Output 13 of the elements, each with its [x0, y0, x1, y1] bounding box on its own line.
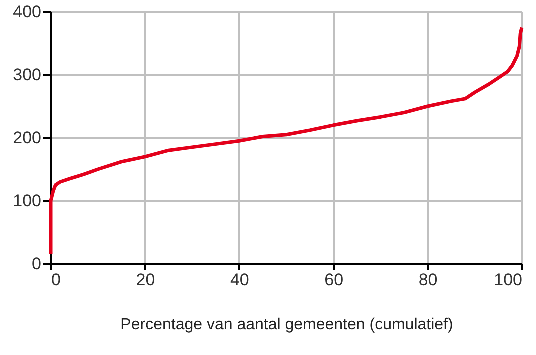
y-tick-label: 400	[13, 2, 42, 22]
y-tick-label: 100	[13, 192, 42, 210]
x-tick-label: 100	[494, 270, 522, 290]
x-tick-label: 60	[324, 270, 344, 290]
x-axis-title: Percentage van aantal gemeenten (cumulatief)	[120, 316, 454, 334]
y-tick-label: 200	[13, 128, 42, 148]
x-tick-label: 80	[418, 270, 438, 290]
x-tick-label: 20	[136, 270, 156, 290]
y-tick-label: 300	[13, 66, 42, 84]
line-series	[49, 26, 524, 256]
x-tick-label: 0	[52, 270, 61, 290]
x-tick-label: 40	[230, 270, 250, 290]
y-tick-label: 0	[32, 254, 42, 274]
